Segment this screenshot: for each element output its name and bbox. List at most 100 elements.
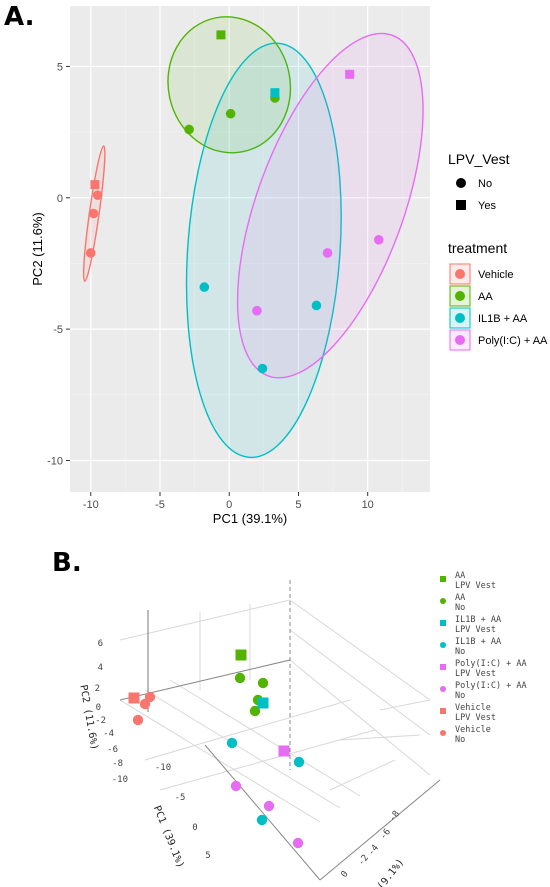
x-tick-label: 0 [226, 499, 232, 511]
3d-point-square [235, 649, 247, 661]
3d-legend-label: Poly(I:C) + AA [455, 659, 527, 669]
data-point-square [90, 180, 100, 190]
legend-circle-key [456, 178, 466, 188]
3d-legend-sublabel: No [455, 603, 465, 613]
3d-x-ticks: -10 -5 0 5 [155, 763, 211, 861]
3d-point-square [257, 697, 269, 709]
3d-legend-square [440, 620, 446, 626]
3d-legend-sublabel: LPV Vest [455, 669, 496, 679]
data-point-circle [311, 300, 322, 311]
data-point-circle [88, 208, 99, 219]
3d-y-tick-label: -2 [95, 716, 106, 726]
3d-y-tick-label: -4 [103, 729, 114, 739]
x-axis-ticks: -10 -5 0 5 10 [83, 492, 374, 511]
x-axis-title: PC1 (39.1%) [213, 511, 287, 526]
3d-legend-square [440, 576, 446, 582]
y-axis-title: PC2 (11.6%) [30, 212, 45, 285]
3d-y-tick-label: -6 [107, 745, 118, 755]
legend-treatment-label: IL1B + AA [478, 313, 528, 325]
3d-legend-label: Poly(I:C) + AA [455, 681, 527, 691]
legend-key-dot [455, 269, 465, 279]
3d-legend-label: IL1B + AA [455, 637, 501, 647]
3d-x-tick-label: -10 [155, 763, 171, 773]
plot-panel-background [70, 6, 430, 492]
3d-legend-label: IL1B + AA [455, 615, 501, 625]
data-point-circle [184, 124, 194, 135]
legend-treatment-label: AA [478, 291, 493, 303]
3d-x-tick-label: 0 [192, 823, 197, 833]
legend-key-dot [455, 313, 465, 323]
3d-legend-label: Vehicle [455, 725, 491, 735]
x-tick-label: 10 [362, 499, 374, 511]
3d-legend-sublabel: LPV Vest [455, 713, 496, 723]
3d-legend-square [440, 664, 446, 670]
3d-z-tick-label: -2 [356, 853, 371, 868]
color-legend: Vehicle AA IL1B + AA Poly(I:C) + AA [449, 263, 548, 351]
3d-legend-dot [440, 686, 446, 692]
data-point-circle [373, 235, 384, 245]
3d-y-tick-label: 0 [96, 703, 101, 713]
data-point-circle [199, 282, 210, 292]
3d-legend-square [440, 708, 446, 714]
3d-legend-label: AA [455, 593, 465, 603]
minor-grid [70, 6, 430, 492]
y-tick-label: -10 [47, 455, 63, 467]
3d-legend-label: AA [455, 571, 465, 581]
x-tick-label: -5 [155, 499, 165, 511]
data-point-circle [257, 363, 268, 374]
3d-legend-dot [440, 642, 446, 648]
3d-legend-sublabel: LPV Vest [455, 625, 496, 635]
3d-legend-sublabel: No [455, 691, 465, 701]
3d-z-tick-label: 0 [339, 869, 350, 879]
data-point-circle [322, 248, 333, 258]
3d-x-tick-label: -5 [175, 793, 186, 803]
y-tick-label: 5 [57, 61, 63, 73]
x-tick-label: 5 [295, 499, 301, 511]
legend-treatment-label: Vehicle [478, 269, 513, 281]
y-tick-label: -5 [53, 324, 63, 336]
3d-point-circle [293, 756, 305, 768]
pca-2d-scatter: -10 -5 0 5 10 5 0 -5 -10 PC1 (39.1%) PC2 (11.6%… [30, 6, 548, 526]
3d-z-axis-title: (9.1%) [376, 857, 407, 887]
3d-point-circle [256, 814, 268, 826]
3d-y-tick-label: 6 [98, 639, 103, 649]
data-point-circle [252, 305, 262, 316]
3d-y-tick-label: -10 [112, 775, 128, 785]
legend-key-dot [455, 335, 465, 345]
legend-shape-no: No [478, 178, 492, 190]
legend-shape-yes: Yes [478, 200, 496, 212]
3d-point-circle [226, 737, 238, 749]
shape-legend-title: LPV_Vest [448, 151, 510, 167]
ellipse-il1b-aa [185, 42, 342, 459]
3d-box-grid [119, 599, 431, 823]
3d-y-ticks: 6 4 2 0 -2 -4 -6 -8 -10 [95, 639, 128, 785]
3d-point-circle [234, 672, 246, 684]
3d-y-tick-label: 2 [95, 684, 100, 694]
3d-x-axis-title: PC1 (39.1%) [151, 804, 186, 870]
3d-y-tick-label: 4 [98, 663, 103, 673]
y-tick-label: 0 [57, 193, 63, 205]
legend-square-key [456, 200, 466, 210]
3d-legend-dot [440, 730, 446, 736]
legend-key-dot [455, 291, 465, 301]
3d-point-circle [230, 780, 242, 792]
ellipse-poly-i-c-aa [236, 32, 424, 379]
3d-legend-dot [440, 598, 446, 604]
3d-y-tick-label: -8 [112, 759, 123, 769]
color-legend-title: treatment [448, 240, 507, 256]
ellipse-aa [167, 16, 292, 154]
3d-point-square [128, 692, 140, 704]
3d-legend-sublabel: No [455, 735, 465, 745]
3d-x-tick-label: 5 [205, 851, 210, 861]
3d-legend-sublabel: LPV Vest [455, 581, 496, 591]
panel-a-label: A. [4, 2, 35, 32]
legend-treatment-label: Poly(I:C) + AA [478, 335, 548, 347]
data-point-square [216, 30, 226, 40]
3d-point-circle [257, 677, 269, 689]
3d-z-tick-label: -4 [366, 843, 381, 858]
data-point-square [345, 69, 355, 79]
panel-b-label: B. [52, 548, 82, 578]
data-point-circle [85, 248, 96, 258]
